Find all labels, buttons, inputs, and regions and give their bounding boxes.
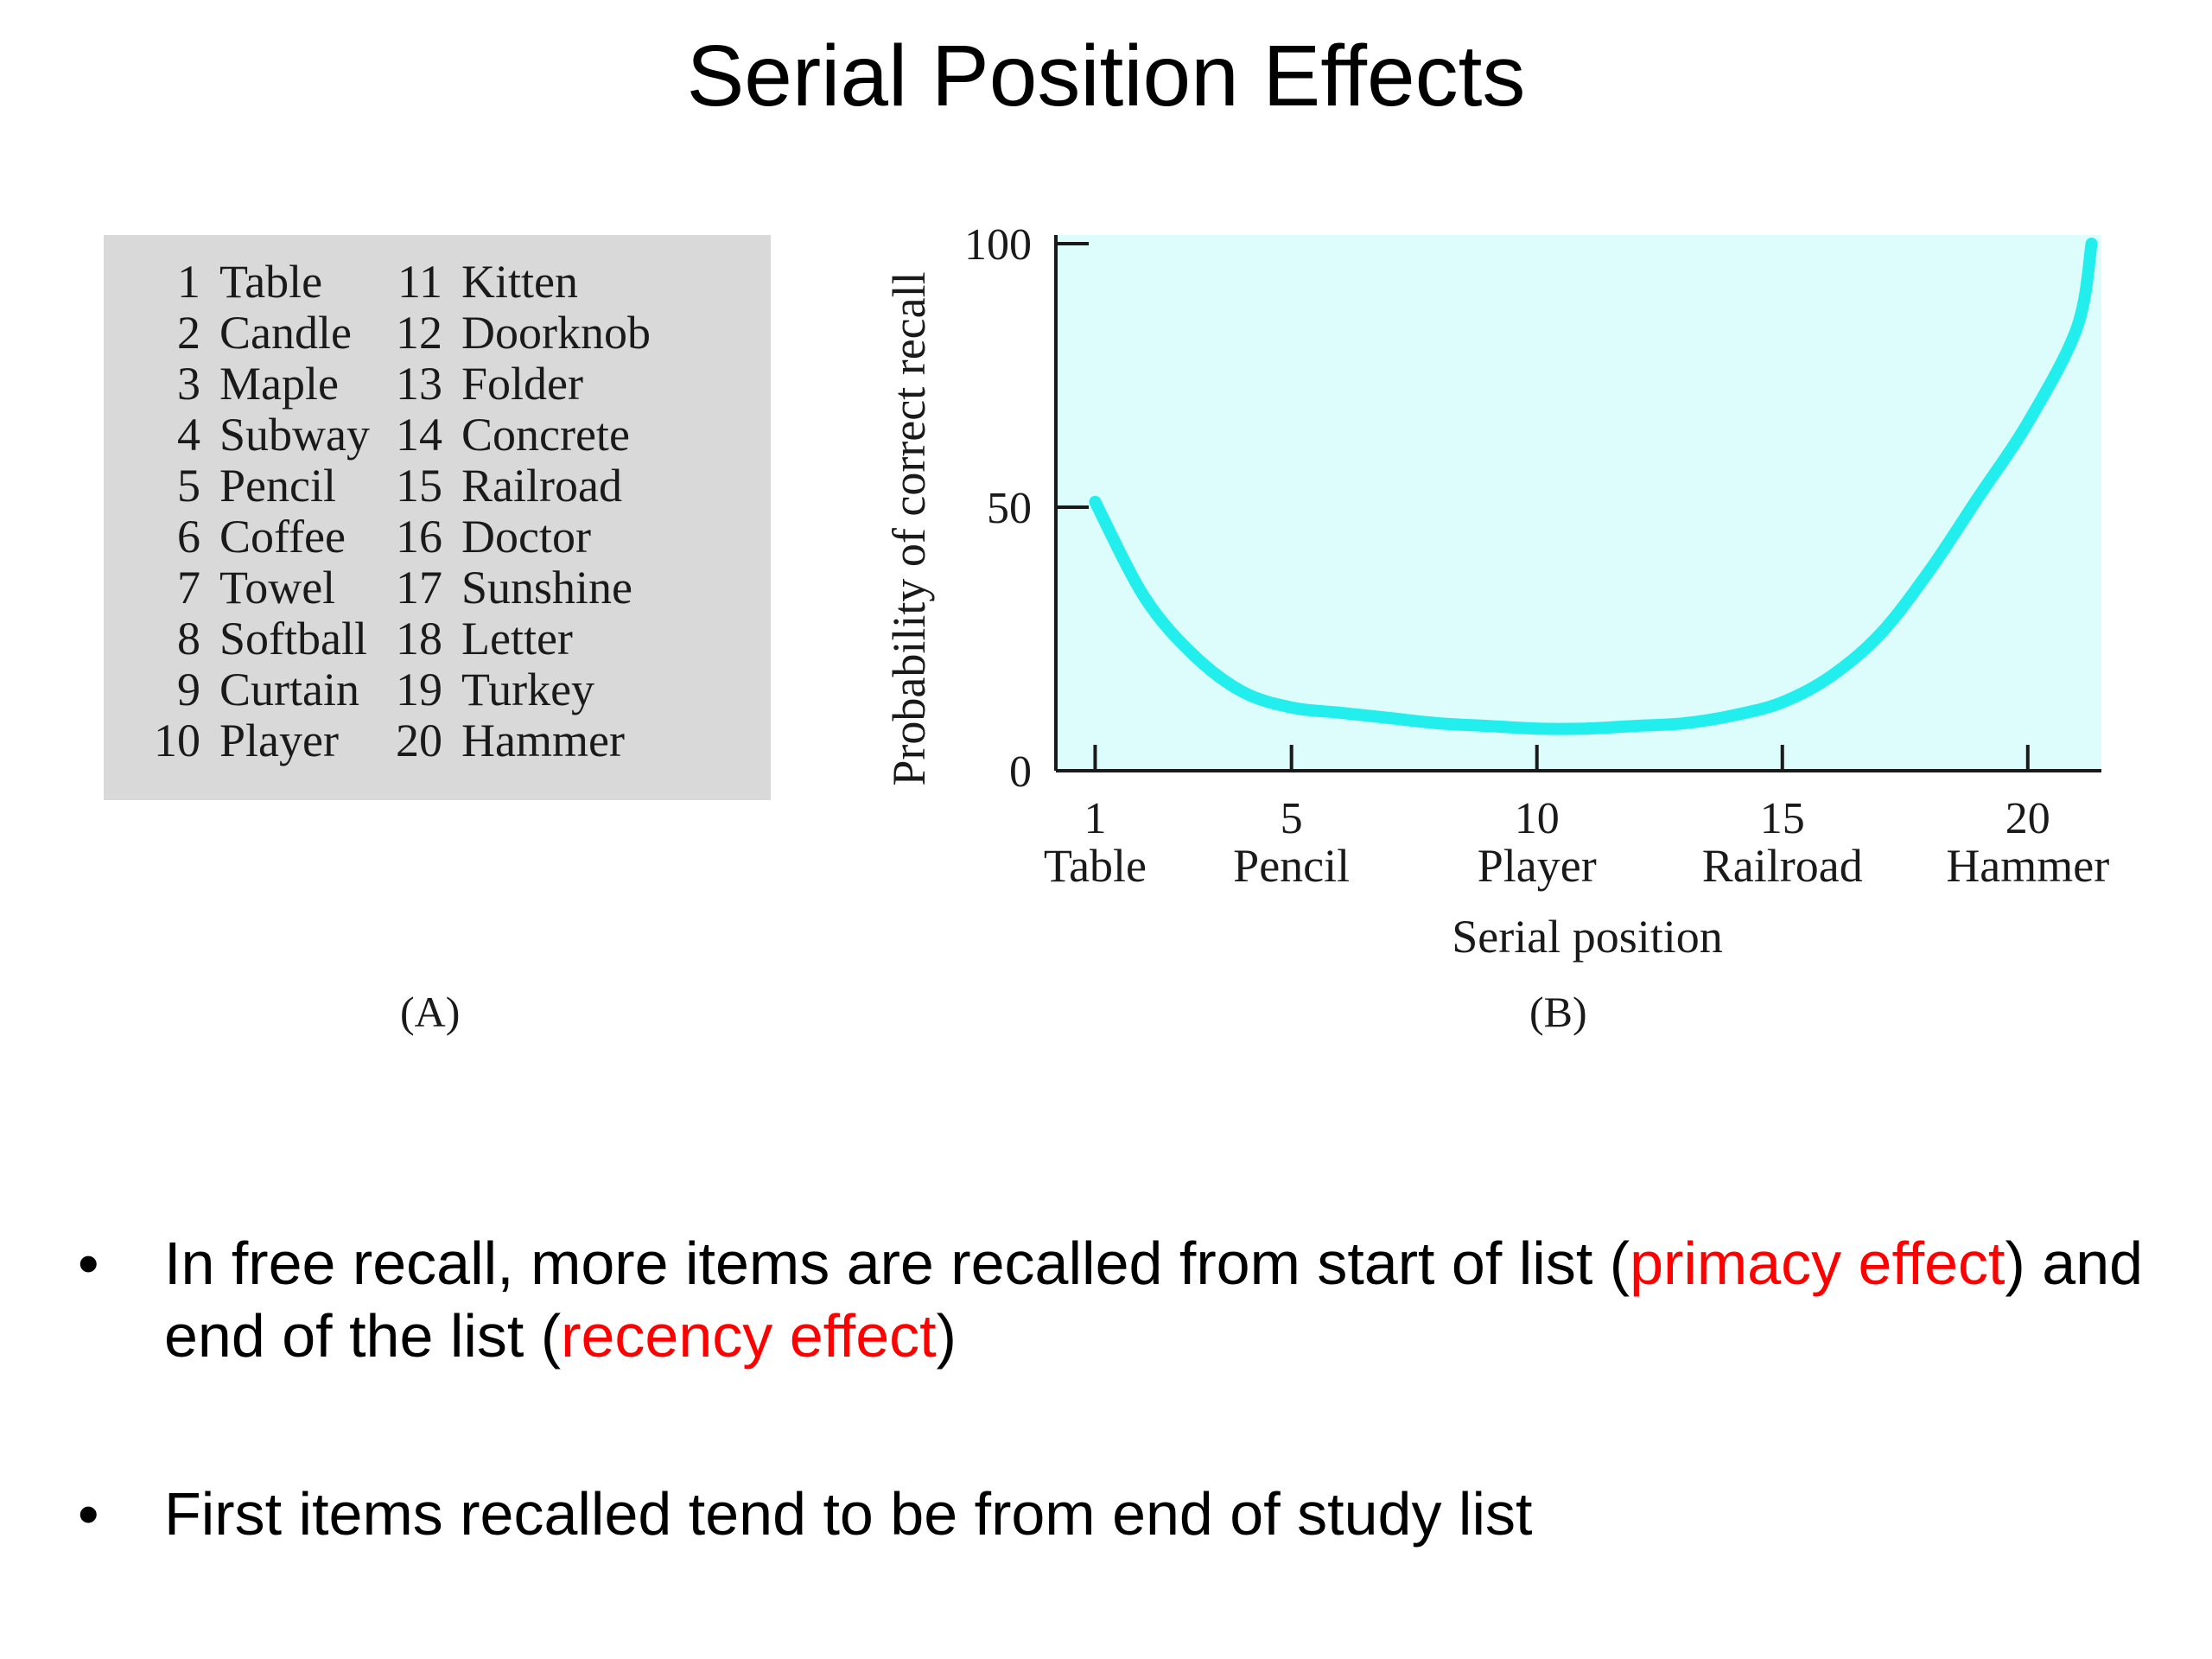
y-tick-label: 0 bbox=[1009, 747, 1032, 797]
bullet-text-run: First items recalled tend to be from end… bbox=[164, 1480, 1533, 1548]
word-number: 3 bbox=[177, 358, 200, 410]
x-tick-word: Table bbox=[1044, 840, 1147, 892]
word-text: Player bbox=[219, 715, 339, 766]
highlighted-term: recency effect bbox=[561, 1302, 937, 1370]
word-list-item: 7 Towel bbox=[123, 562, 335, 613]
word-number: 18 bbox=[396, 613, 442, 664]
word-text: Coffee bbox=[219, 511, 346, 563]
word-text: Doorknob bbox=[461, 307, 651, 359]
word-list-item: 4 Subway bbox=[123, 409, 370, 461]
word-list-item: 12 Doorknob bbox=[363, 307, 651, 359]
word-text: Softball bbox=[219, 613, 367, 664]
word-number: 4 bbox=[177, 409, 200, 461]
word-text: Towel bbox=[219, 562, 336, 613]
word-number: 15 bbox=[396, 460, 442, 512]
word-list-item: 2 Candle bbox=[123, 307, 352, 359]
x-tick-word: Hammer bbox=[1946, 840, 2109, 892]
word-text: Concrete bbox=[461, 409, 630, 461]
word-list-item: 1 Table bbox=[123, 256, 322, 308]
word-list-item: 20 Hammer bbox=[363, 715, 625, 766]
x-tick-word: Pencil bbox=[1233, 840, 1350, 892]
bullet-text-run: In free recall, more items are recalled … bbox=[164, 1230, 1630, 1297]
bullet-text: First items recalled tend to be from end… bbox=[164, 1478, 2152, 1550]
word-list-item: 6 Coffee bbox=[123, 511, 346, 563]
word-text: Candle bbox=[219, 307, 352, 359]
word-number: 9 bbox=[177, 664, 200, 715]
word-number: 8 bbox=[177, 613, 200, 664]
word-list-item: 9 Curtain bbox=[123, 664, 359, 715]
word-number: 5 bbox=[177, 460, 200, 512]
word-text: Maple bbox=[219, 358, 339, 410]
word-number: 7 bbox=[177, 562, 200, 613]
word-list-item: 13 Folder bbox=[363, 358, 583, 410]
word-list-item: 11 Kitten bbox=[363, 256, 578, 308]
bullet-marker: • bbox=[78, 1480, 99, 1548]
x-tick-label: 20 bbox=[2005, 794, 2050, 843]
word-list-item: 10 Player bbox=[123, 715, 339, 766]
recall-curve bbox=[1089, 238, 2098, 735]
word-text: Hammer bbox=[461, 715, 625, 766]
y-tick-label: 50 bbox=[987, 484, 1032, 533]
word-list-item: 17 Sunshine bbox=[363, 562, 632, 613]
word-number: 13 bbox=[396, 358, 442, 410]
word-text: Table bbox=[219, 256, 323, 308]
word-text: Doctor bbox=[461, 511, 591, 563]
bullet-text: In free recall, more items are recalled … bbox=[164, 1227, 2152, 1372]
word-number: 12 bbox=[396, 307, 442, 359]
word-number: 17 bbox=[396, 562, 442, 613]
word-text: Letter bbox=[461, 613, 573, 664]
word-list-item: 15 Railroad bbox=[363, 460, 622, 512]
word-text: Subway bbox=[219, 409, 370, 461]
word-number: 2 bbox=[177, 307, 200, 359]
x-tick-label: 5 bbox=[1281, 794, 1303, 843]
word-number: 6 bbox=[177, 511, 200, 563]
word-number: 19 bbox=[396, 664, 442, 715]
highlighted-term: primacy effect bbox=[1630, 1230, 2005, 1297]
word-list-panel: 1 Table 2 Candle 3 Maple 4 Subway 5 Pencil 6 Coffee… bbox=[104, 235, 771, 800]
x-tick-label: 15 bbox=[1760, 794, 1805, 843]
panel-label-a: (A) bbox=[400, 988, 461, 1036]
word-number: 16 bbox=[396, 511, 442, 563]
word-number: 11 bbox=[397, 256, 442, 308]
plot-background bbox=[1056, 235, 2101, 771]
word-text: Sunshine bbox=[461, 562, 633, 613]
x-tick-word: Railroad bbox=[1702, 840, 1863, 892]
word-list-item: 5 Pencil bbox=[123, 460, 336, 512]
x-axis-label: Serial position bbox=[1452, 911, 1722, 963]
panel-label-b: (B) bbox=[1529, 988, 1587, 1036]
word-number: 14 bbox=[396, 409, 442, 461]
word-number: 10 bbox=[154, 715, 200, 766]
y-tick-label: 100 bbox=[964, 220, 1032, 270]
word-text: Curtain bbox=[219, 664, 359, 715]
word-list-item: 19 Turkey bbox=[363, 664, 594, 715]
word-text: Turkey bbox=[461, 664, 595, 715]
x-tick-word: Player bbox=[1478, 840, 1597, 892]
word-text: Kitten bbox=[461, 256, 578, 308]
slide-title: Serial Position Effects bbox=[686, 28, 1526, 124]
word-text: Folder bbox=[461, 358, 583, 410]
word-list-item: 18 Letter bbox=[363, 613, 573, 664]
word-list-item: 3 Maple bbox=[123, 358, 339, 410]
x-tick-label: 10 bbox=[1515, 794, 1560, 843]
y-axis-label: Probability of correct recall bbox=[883, 271, 935, 785]
bullet-text-run: ) bbox=[936, 1302, 957, 1370]
word-text: Pencil bbox=[219, 460, 336, 512]
word-list-item: 14 Concrete bbox=[363, 409, 630, 461]
x-tick-label: 1 bbox=[1084, 794, 1106, 843]
word-list-item: 8 Softball bbox=[123, 613, 367, 664]
word-list-item: 16 Doctor bbox=[363, 511, 591, 563]
word-text: Railroad bbox=[461, 460, 622, 512]
word-number: 20 bbox=[396, 715, 442, 766]
bullet-text-run: ) and end of the list ( bbox=[164, 1230, 2144, 1370]
word-number: 1 bbox=[177, 256, 200, 308]
bullet-marker: • bbox=[78, 1230, 99, 1297]
